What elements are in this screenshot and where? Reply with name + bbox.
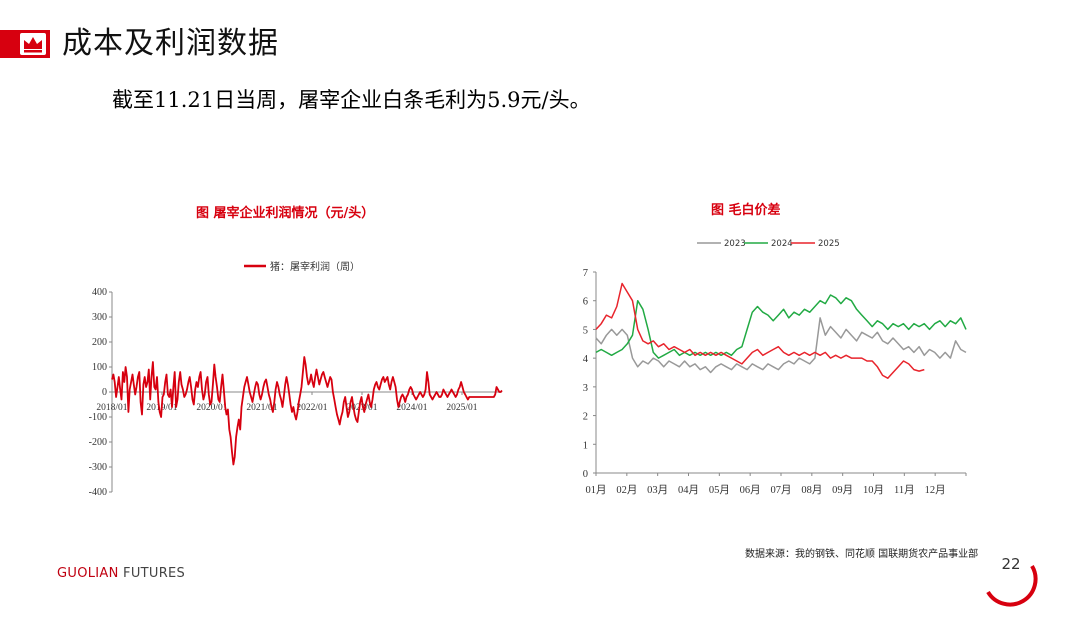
right-chart-title: 图 毛白价差 xyxy=(711,203,781,218)
brand-main: GUOLIAN xyxy=(57,566,119,581)
x-tick-label: 02月 xyxy=(616,484,637,496)
series-line-2025 xyxy=(595,282,925,379)
brand-logo-text: GUOLIAN FUTURES xyxy=(57,566,185,581)
y-tick-label: 2 xyxy=(583,412,588,423)
x-tick-label: 04月 xyxy=(678,484,699,496)
y-tick-label: 200 xyxy=(92,337,107,348)
y-tick-label: 4 xyxy=(583,354,589,365)
left-chart-title: 图 屠宰企业利润情况（元/头） xyxy=(196,206,375,221)
y-tick-label: 0 xyxy=(102,387,107,398)
data-source: 数据来源：我的钢铁、同花顺 国联期货农产品事业部 xyxy=(745,549,979,560)
brand-rest: FUTURES xyxy=(118,566,186,581)
y-tick-label: 1 xyxy=(583,440,588,451)
legend-label-2025: 2025 xyxy=(818,239,840,249)
page-title: 成本及利润数据 xyxy=(62,26,279,61)
y-tick-label: 3 xyxy=(583,383,588,394)
x-tick-label: 2024/01 xyxy=(396,403,427,413)
series-line-profit xyxy=(111,356,503,466)
y-tick-label: 100 xyxy=(92,362,107,373)
page-number-arc-icon xyxy=(986,564,1038,607)
x-tick-label: 2025/01 xyxy=(446,403,477,413)
legend-label-2023: 2023 xyxy=(724,239,746,249)
x-tick-label: 06月 xyxy=(740,484,761,496)
x-tick-label: 2023/01 xyxy=(346,403,377,413)
y-tick-label: -400 xyxy=(89,487,107,498)
page-number: 22 xyxy=(1001,555,1021,573)
x-tick-label: 01月 xyxy=(586,484,607,496)
y-tick-label: 7 xyxy=(583,268,588,279)
y-tick-label: 300 xyxy=(92,312,107,323)
page-subtitle: 截至11.21日当周，屠宰企业白条毛利为5.9元/头。 xyxy=(112,88,591,112)
y-tick-label: 6 xyxy=(583,297,588,308)
x-tick-label: 2020/01 xyxy=(196,403,227,413)
x-tick-label: 08月 xyxy=(801,484,822,496)
legend-label-profit: 猪：屠宰利润（周） xyxy=(270,260,360,273)
legend-label-2024: 2024 xyxy=(771,239,793,249)
crown-icon xyxy=(20,33,46,55)
x-tick-label: 2018/01 xyxy=(96,403,127,413)
x-tick-label: 05月 xyxy=(709,484,730,496)
y-tick-label: 5 xyxy=(583,325,588,336)
y-tick-label: -300 xyxy=(89,462,107,473)
x-tick-label: 03月 xyxy=(647,484,668,496)
x-tick-label: 10月 xyxy=(863,484,884,496)
x-tick-label: 12月 xyxy=(925,484,946,496)
x-tick-label: 2022/01 xyxy=(296,403,327,413)
y-tick-label: -100 xyxy=(89,412,107,423)
x-tick-label: 07月 xyxy=(771,484,792,496)
x-tick-label: 2021/01 xyxy=(246,403,277,413)
y-tick-label: -200 xyxy=(89,437,107,448)
y-tick-label: 400 xyxy=(92,287,107,298)
x-tick-label: 11月 xyxy=(894,484,915,496)
x-tick-label: 09月 xyxy=(832,484,853,496)
series-line-2024 xyxy=(595,294,967,359)
series-line-2023 xyxy=(595,317,967,374)
y-tick-label: 0 xyxy=(583,469,588,480)
